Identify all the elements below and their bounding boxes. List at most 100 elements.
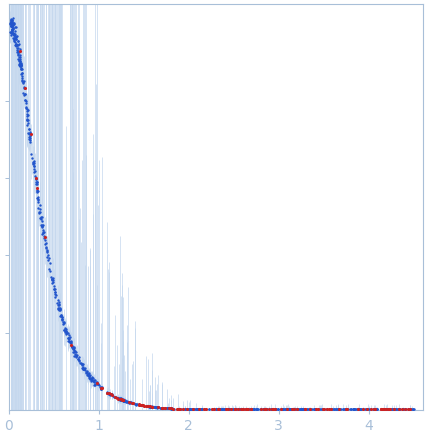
Point (389, 406, 396, 413)
Point (226, 406, 233, 413)
Point (333, 406, 340, 413)
Point (259, 406, 266, 413)
Point (119, 397, 126, 404)
Point (245, 406, 252, 413)
Point (14, 49, 21, 55)
Point (75, 355, 81, 362)
Point (217, 406, 224, 413)
Point (253, 406, 260, 413)
Point (325, 406, 332, 413)
Point (66, 337, 72, 344)
Point (351, 406, 358, 413)
Point (319, 406, 326, 413)
Point (43, 247, 50, 254)
Point (79, 365, 86, 372)
Point (262, 406, 269, 413)
Point (42, 244, 49, 251)
Point (120, 397, 127, 404)
Point (259, 406, 266, 413)
Point (216, 406, 223, 413)
Point (377, 406, 384, 413)
Point (129, 400, 136, 407)
Point (294, 406, 301, 413)
Point (184, 406, 191, 413)
Point (372, 406, 379, 413)
Point (32, 176, 39, 183)
Point (17, 62, 24, 69)
Point (316, 406, 323, 413)
Point (225, 406, 232, 413)
Point (8, 19, 15, 26)
Point (130, 400, 136, 407)
Point (22, 97, 29, 104)
Point (11, 36, 17, 43)
Point (58, 312, 64, 319)
Point (190, 406, 196, 413)
Point (311, 406, 318, 413)
Point (45, 257, 52, 264)
Point (164, 405, 171, 412)
Point (55, 305, 61, 312)
Point (406, 406, 412, 413)
Point (109, 391, 115, 398)
Point (286, 406, 293, 413)
Point (272, 406, 279, 413)
Point (188, 406, 195, 413)
Point (190, 406, 196, 413)
Point (8, 23, 15, 30)
Point (31, 158, 37, 165)
Point (16, 62, 23, 69)
Point (31, 163, 38, 170)
Point (297, 406, 304, 413)
Point (67, 340, 74, 347)
Point (224, 406, 230, 413)
Point (286, 406, 293, 413)
Point (232, 406, 239, 413)
Point (190, 406, 196, 413)
Point (46, 260, 53, 267)
Point (28, 150, 35, 157)
Point (322, 406, 328, 413)
Point (161, 405, 168, 412)
Point (17, 53, 23, 60)
Point (13, 43, 20, 50)
Point (406, 406, 413, 413)
Point (80, 366, 86, 373)
Point (121, 398, 128, 405)
Point (17, 63, 23, 70)
Point (93, 378, 100, 385)
Point (69, 342, 75, 349)
Point (112, 393, 119, 400)
Point (400, 406, 407, 413)
Point (84, 370, 91, 377)
Point (83, 368, 89, 375)
Point (161, 405, 168, 412)
Point (83, 368, 90, 375)
Point (186, 406, 193, 413)
Point (31, 166, 37, 173)
Point (260, 406, 267, 413)
Point (8, 30, 14, 37)
Point (409, 406, 415, 413)
Point (242, 406, 249, 413)
Point (66, 338, 73, 345)
Point (341, 406, 348, 413)
Point (90, 376, 97, 383)
Point (39, 230, 46, 237)
Point (97, 383, 104, 390)
Point (394, 406, 401, 413)
Point (246, 406, 253, 413)
Point (23, 105, 30, 112)
Point (362, 406, 368, 413)
Point (51, 288, 58, 295)
Point (9, 23, 15, 30)
Point (391, 406, 398, 413)
Point (138, 402, 144, 409)
Point (48, 274, 55, 281)
Point (158, 404, 165, 411)
Point (262, 406, 269, 413)
Point (70, 352, 77, 359)
Point (81, 366, 88, 373)
Point (312, 406, 319, 413)
Point (252, 406, 259, 413)
